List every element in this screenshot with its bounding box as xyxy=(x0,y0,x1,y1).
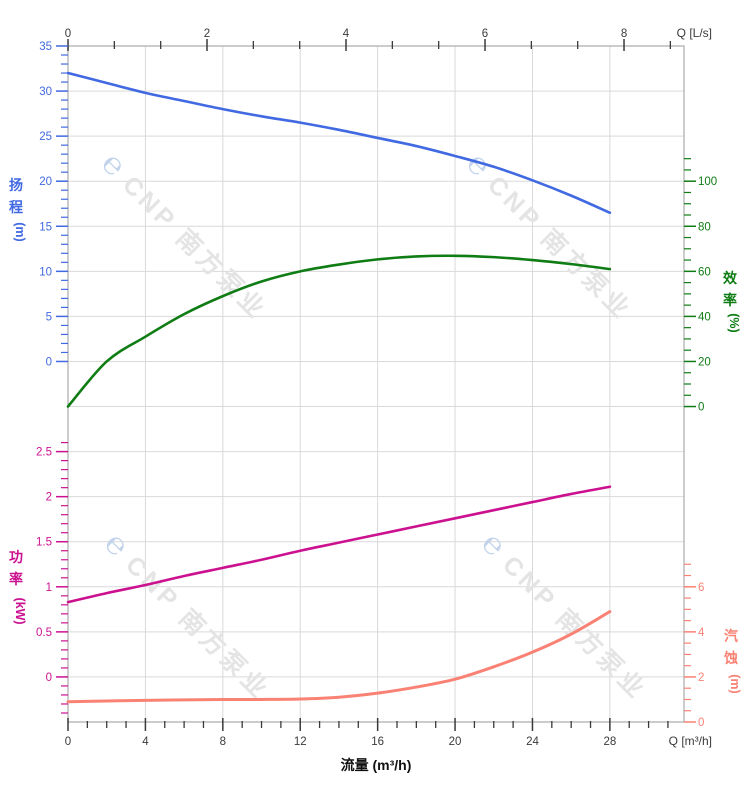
top-axis-tick-label: 0 xyxy=(65,28,71,40)
watermark-text: CNP 南方泵业 xyxy=(482,170,638,326)
power-tick-label: 1 xyxy=(46,582,52,594)
head-tick-label: 0 xyxy=(46,356,52,368)
curves xyxy=(66,71,612,704)
bottom-axis-tick-label: 24 xyxy=(526,736,539,748)
npsh-tick-label: 4 xyxy=(698,627,705,639)
head-axis-unit: (m) xyxy=(13,222,27,241)
efficiency-axis-title: 率 xyxy=(723,292,737,308)
efficiency-axis-title: 效 xyxy=(723,270,738,286)
npsh-axis-unit: (m) xyxy=(728,674,742,693)
power-tick-label: 2.5 xyxy=(36,447,52,459)
efficiency-tick-label: 60 xyxy=(698,266,711,278)
efficiency-curve xyxy=(66,254,612,408)
efficiency-tick-label: 20 xyxy=(698,356,711,368)
head-axis-title: 扬 xyxy=(9,177,23,193)
head-tick-label: 15 xyxy=(39,221,52,233)
head-tick-label: 10 xyxy=(39,266,52,278)
bottom-axis-tick-label: 0 xyxy=(65,736,71,748)
watermarks: ℮CNP 南方泵业℮CNP 南方泵业℮CNP 南方泵业℮CNP 南方泵业 xyxy=(95,145,653,706)
power-axis-title: 功 xyxy=(9,549,23,565)
top-axis-unit-label: Q [L/s] xyxy=(677,26,712,40)
npsh-curve xyxy=(66,610,612,704)
watermark-text: CNP 南方泵业 xyxy=(117,170,273,326)
cnp-watermark: ℮CNP 南方泵业 xyxy=(95,145,273,326)
bottom-axis-tick-label: 28 xyxy=(603,736,616,748)
cnp-logo-icon: ℮ xyxy=(475,525,513,563)
efficiency-tick-label: 80 xyxy=(698,221,711,233)
top-axis-tick-label: 6 xyxy=(482,28,488,40)
power-axis-title: 率 xyxy=(9,571,23,587)
power-tick-label: 2 xyxy=(46,492,52,504)
top-axis-tick-label: 2 xyxy=(204,28,210,40)
npsh-tick-label: 0 xyxy=(698,717,704,729)
head-curve xyxy=(66,71,612,215)
power-tick-label: 0.5 xyxy=(36,627,52,639)
bottom-axis: 0 4 8 12 16 20 24 28 Q [m³/h] 流量 (m³/h) xyxy=(65,718,712,773)
head-axis: 35 30 25 20 15 10 5 0 扬程 (m) xyxy=(9,41,68,368)
plot-border xyxy=(67,45,685,723)
watermark-text: CNP 南方泵业 xyxy=(497,550,653,706)
bottom-axis-tick-label: 8 xyxy=(220,736,226,748)
head-tick-label: 30 xyxy=(39,86,52,98)
power-axis-unit: (kW) xyxy=(13,597,27,624)
power-axis: 2.5 2 1.5 1 0.5 0 功率 (kW) xyxy=(9,441,68,714)
bottom-axis-tick-label: 12 xyxy=(294,736,307,748)
head-axis-title: 程 xyxy=(9,199,23,215)
efficiency-tick-label: 0 xyxy=(698,402,704,414)
top-axis-tick-label: 4 xyxy=(343,28,350,40)
bottom-axis-tick-label: 16 xyxy=(371,736,384,748)
npsh-axis-title: 汽 xyxy=(724,628,738,644)
cnp-logo-icon: ℮ xyxy=(98,525,136,563)
efficiency-tick-label: 40 xyxy=(698,311,711,323)
bottom-axis-unit-label: Q [m³/h] xyxy=(669,734,712,748)
bottom-axis-tick-label: 20 xyxy=(449,736,462,748)
cnp-logo-icon: ℮ xyxy=(95,145,133,183)
npsh-tick-label: 2 xyxy=(698,672,704,684)
grid-lines xyxy=(68,46,684,722)
cnp-watermark: ℮CNP 南方泵业 xyxy=(475,525,653,706)
efficiency-axis: 100 80 60 40 20 0 效率 (%) xyxy=(684,158,741,414)
efficiency-tick-label: 100 xyxy=(698,176,717,188)
power-tick-label: 1.5 xyxy=(36,537,52,549)
power-tick-label: 0 xyxy=(46,672,52,684)
head-tick-label: 20 xyxy=(39,176,52,188)
bottom-axis-tick-label: 4 xyxy=(142,736,149,748)
npsh-axis-title: 蚀 xyxy=(723,650,738,666)
cnp-logo-icon: ℮ xyxy=(460,145,498,183)
flow-axis-title: 流量 (m³/h) xyxy=(341,757,412,773)
npsh-tick-label: 6 xyxy=(698,582,704,594)
head-tick-label: 35 xyxy=(39,41,52,53)
npsh-axis: 6 4 2 0 汽蚀 (m) xyxy=(684,563,742,729)
efficiency-axis-unit: (%) xyxy=(727,313,741,332)
top-axis: 0 2 4 6 8 Q [L/s] xyxy=(65,26,712,51)
head-tick-label: 5 xyxy=(46,311,52,323)
cnp-watermark: ℮CNP 南方泵业 xyxy=(98,525,276,706)
power-curve xyxy=(66,485,612,604)
top-axis-tick-label: 8 xyxy=(621,28,627,40)
head-tick-label: 25 xyxy=(39,131,52,143)
cnp-watermark: ℮CNP 南方泵业 xyxy=(460,145,638,326)
